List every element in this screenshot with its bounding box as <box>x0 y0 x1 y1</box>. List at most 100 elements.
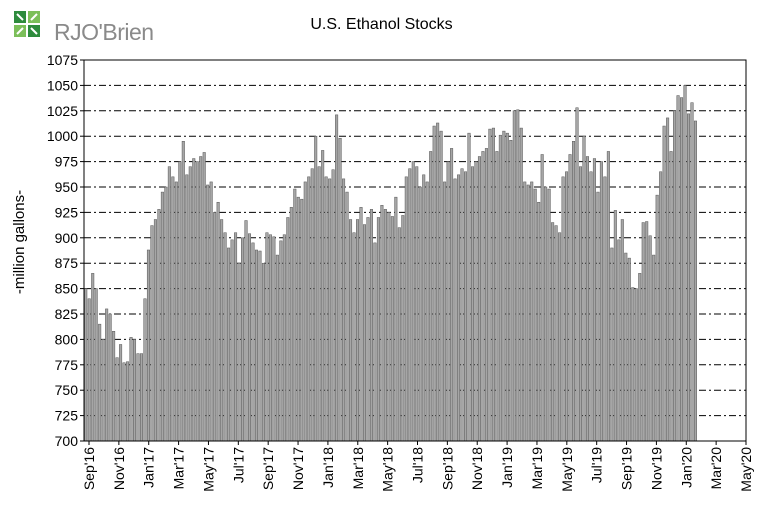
y-tick-label: 1000 <box>47 128 78 144</box>
bar <box>631 287 635 442</box>
bar <box>230 239 234 442</box>
bar <box>356 219 360 442</box>
bar <box>209 181 213 442</box>
bar <box>303 181 307 442</box>
bar <box>484 148 488 442</box>
bar <box>342 178 346 442</box>
bar <box>432 125 436 442</box>
bar <box>659 171 663 442</box>
bar <box>94 288 98 442</box>
bar <box>519 127 523 442</box>
bar <box>338 137 342 442</box>
bar <box>167 166 171 442</box>
bar <box>98 323 102 442</box>
bar <box>585 156 589 442</box>
bar <box>234 232 238 442</box>
bar <box>369 209 373 442</box>
y-tick-label: 700 <box>55 433 79 449</box>
bar <box>596 191 600 442</box>
bar <box>181 141 185 442</box>
bar <box>227 247 231 442</box>
bar <box>373 242 377 442</box>
y-tick-labels: 700 725 750 775 800 825 850 875 900 925 950 975 1000… <box>47 52 78 449</box>
bar <box>460 168 464 442</box>
bar <box>244 220 248 442</box>
bar <box>390 216 394 442</box>
bar <box>547 188 551 442</box>
bar <box>349 219 353 442</box>
bar <box>366 217 370 442</box>
bar <box>509 140 513 442</box>
bar <box>178 161 182 442</box>
bar <box>150 225 154 442</box>
bar <box>397 227 401 442</box>
bar <box>404 176 408 442</box>
bar <box>690 102 694 442</box>
bar <box>693 120 697 442</box>
bar <box>282 234 286 442</box>
bar <box>512 110 516 442</box>
bar <box>624 252 628 442</box>
bar <box>192 158 196 442</box>
bar <box>206 184 210 442</box>
bar <box>251 242 255 442</box>
bar <box>669 151 673 442</box>
bar <box>505 132 509 442</box>
x-tick-label: Mar'20 <box>708 447 724 490</box>
bar <box>533 188 537 442</box>
y-tick-label: 975 <box>55 154 79 170</box>
bar <box>359 207 363 442</box>
bar <box>321 150 325 442</box>
y-tick-label: 1050 <box>47 77 78 93</box>
bar <box>91 273 95 442</box>
bar <box>422 174 426 442</box>
brand-logo-text: RJO'Brien <box>54 19 154 45</box>
bar <box>254 249 258 442</box>
bar <box>408 168 412 442</box>
x-tick-label: May'19 <box>559 447 575 492</box>
bar <box>160 191 164 442</box>
x-tick-label: Nov'18 <box>469 447 485 490</box>
bar <box>275 254 279 442</box>
bar <box>450 148 454 442</box>
y-tick-label: 925 <box>55 204 79 220</box>
bar <box>223 232 227 442</box>
bar <box>676 95 680 442</box>
bar <box>627 257 631 442</box>
bar <box>467 132 471 442</box>
bar <box>146 249 150 442</box>
bar <box>502 130 506 442</box>
brand-logo: RJO'Brien <box>14 8 164 45</box>
bar <box>265 232 269 442</box>
bar <box>683 85 687 442</box>
bar <box>617 239 621 442</box>
bar <box>572 141 576 442</box>
bar <box>108 313 112 442</box>
bar <box>523 181 527 442</box>
bar <box>247 233 252 442</box>
y-tick-label: 725 <box>55 408 79 424</box>
bar <box>310 168 314 442</box>
bar <box>286 217 290 442</box>
x-tick-label: Jan'17 <box>141 447 157 488</box>
bar <box>540 154 544 442</box>
x-tick-label: May'20 <box>738 447 754 492</box>
bar <box>561 176 565 442</box>
bar <box>638 273 642 442</box>
bar <box>481 151 485 442</box>
x-tick-label: Nov'19 <box>648 447 664 490</box>
bar <box>84 288 88 442</box>
bar <box>401 215 405 442</box>
bar <box>195 161 199 442</box>
x-tick-label: May'18 <box>380 447 396 492</box>
bar <box>293 188 297 442</box>
bar <box>477 156 481 442</box>
bar <box>279 240 283 442</box>
bar <box>139 353 143 442</box>
x-tick-label: Mar'17 <box>171 447 187 490</box>
bar <box>307 176 311 442</box>
bar <box>241 237 245 442</box>
plot-frame <box>83 59 747 442</box>
bar <box>136 353 140 442</box>
bar <box>446 161 450 442</box>
